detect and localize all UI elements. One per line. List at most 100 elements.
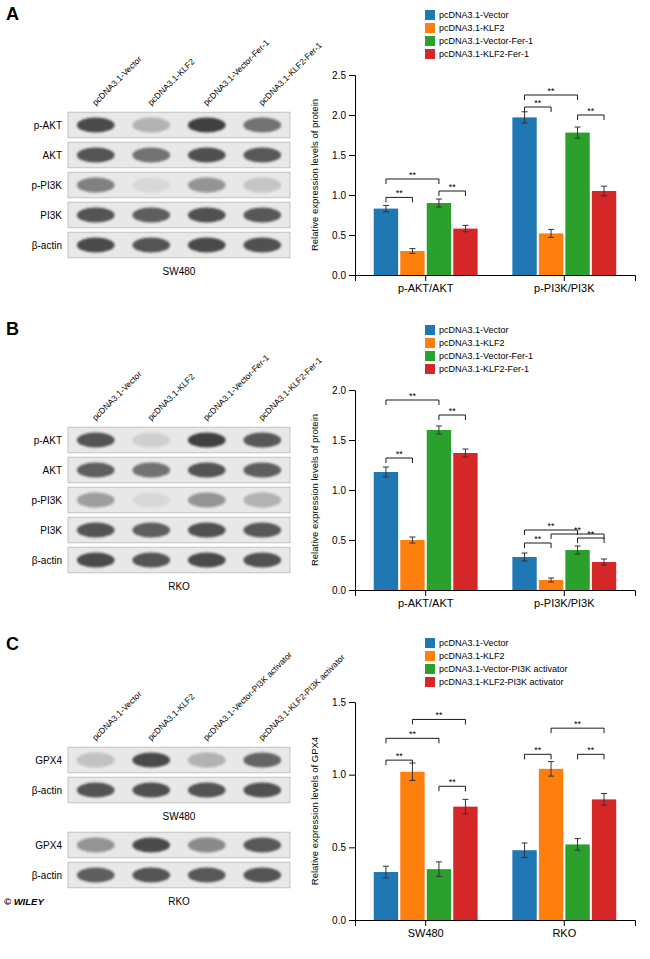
legend-swatch <box>425 10 435 20</box>
significance-label: ** <box>534 98 542 108</box>
y-axis-title: Relative expression levels of protein <box>309 99 320 251</box>
bar <box>565 550 589 590</box>
band <box>77 523 115 538</box>
y-tick-mark <box>349 590 355 591</box>
x-tick: p-AKT/AKT <box>398 590 454 609</box>
x-tick-mark <box>425 920 426 926</box>
legend-swatch <box>425 49 435 59</box>
significance-label: ** <box>548 521 556 531</box>
y-axis: 0.00.51.01.52.0 <box>332 385 355 596</box>
legend-entry: pcDNA3.1-Vector-Fer-1 <box>425 351 533 361</box>
band <box>243 118 281 133</box>
band <box>77 238 115 253</box>
significance-label: ** <box>396 449 404 459</box>
y-tick-mark <box>349 75 355 76</box>
band <box>243 463 281 478</box>
row-label: p-PI3K <box>31 495 62 506</box>
band <box>243 148 281 163</box>
error-bar <box>548 229 554 237</box>
plot-area <box>374 112 616 275</box>
credit: © WILEY <box>4 896 45 907</box>
error-bar <box>462 799 468 814</box>
significance-label: ** <box>548 86 556 96</box>
x-tick-label: p-PI3K/PI3K <box>534 597 595 609</box>
legend-swatch <box>425 325 435 335</box>
blot-row <box>68 202 290 228</box>
x-tick-label: p-AKT/AKT <box>398 597 454 609</box>
bar <box>453 453 477 590</box>
error-bar <box>548 578 554 582</box>
band <box>188 553 226 568</box>
y-tick-label: 2.5 <box>332 70 346 81</box>
significance-label: ** <box>587 106 595 116</box>
y-tick: 0.5 <box>332 535 355 546</box>
x-tick-mark <box>425 590 426 596</box>
blot-row <box>68 547 290 573</box>
error-bar <box>522 553 528 561</box>
blot-row <box>68 517 290 543</box>
y-axis-title: Relative expression levels of protein <box>309 414 320 566</box>
blot-row <box>68 112 290 138</box>
row-label: p-AKT <box>34 120 62 131</box>
legend-entry: pcDNA3.1-KLF2-Fer-1 <box>425 49 529 59</box>
y-tick-label: 0.0 <box>332 915 346 926</box>
error-bar <box>575 839 581 851</box>
blot-panel: BpcDNA3.1-VectorpcDNA3.1-KLF2pcDNA3.1-Ve… <box>6 319 324 592</box>
y-tick-mark <box>349 440 355 441</box>
y-tick-label: 0.5 <box>332 230 346 241</box>
band <box>188 178 226 193</box>
lane-label: pcDNA3.1-Vector-PI3K activator <box>201 649 294 742</box>
band <box>243 753 281 768</box>
row-label: GPX4 <box>35 840 62 851</box>
lane-label: pcDNA3.1-KLF2-Fer-1 <box>257 355 324 422</box>
bar <box>539 233 563 275</box>
band <box>77 783 115 798</box>
bar-panel: 0.00.51.01.5SW480RKORelative expression … <box>309 638 636 939</box>
y-tick-mark <box>349 275 355 276</box>
legend: pcDNA3.1-VectorpcDNA3.1-KLF2pcDNA3.1-Vec… <box>425 638 568 687</box>
x-tick-label: RKO <box>552 927 576 939</box>
row-label: p-PI3K <box>31 180 62 191</box>
y-tick-mark <box>349 920 355 921</box>
legend-swatch <box>425 338 435 348</box>
x-tick-label: p-AKT/AKT <box>398 282 454 294</box>
legend-label: pcDNA3.1-Vector <box>439 638 509 648</box>
y-tick-label: 0.5 <box>332 842 346 853</box>
band <box>243 493 281 508</box>
y-tick-label: 2.0 <box>332 110 346 121</box>
lane-label: pcDNA3.1-Vector <box>90 689 144 743</box>
bar <box>374 472 398 590</box>
x-tick: SW480 <box>408 920 444 939</box>
y-axis-line <box>349 703 356 921</box>
legend: pcDNA3.1-VectorpcDNA3.1-KLF2pcDNA3.1-Vec… <box>425 10 533 59</box>
y-tick: 1.0 <box>332 485 355 496</box>
bar <box>592 799 616 920</box>
blot-row <box>68 862 290 888</box>
error-bar <box>462 225 468 231</box>
band <box>77 433 115 448</box>
significance-label: ** <box>449 182 457 192</box>
cell-line-label: SW480 <box>163 811 196 822</box>
x-tick-label: SW480 <box>408 927 444 939</box>
lane-label: pcDNA3.1-KLF2 <box>146 56 197 107</box>
significance-label: ** <box>534 534 542 544</box>
error-bar <box>436 199 442 207</box>
lane-label: pcDNA3.1-Vector <box>90 54 144 108</box>
band <box>243 178 281 193</box>
panel-letter: A <box>6 4 19 24</box>
x-tick-mark <box>564 275 565 281</box>
band <box>132 838 170 853</box>
band <box>132 783 170 798</box>
row-label: PI3K <box>40 210 62 221</box>
x-tick-label: p-PI3K/PI3K <box>534 282 595 294</box>
bar <box>592 562 616 590</box>
legend-label: pcDNA3.1-Vector-Fer-1 <box>439 36 533 46</box>
band <box>188 433 226 448</box>
error-bar <box>409 763 415 780</box>
bars <box>374 426 616 590</box>
bar <box>512 850 536 920</box>
band <box>132 118 170 133</box>
x-axis-line <box>356 591 636 597</box>
legend-entry: pcDNA3.1-Vector <box>425 10 509 20</box>
band <box>132 868 170 883</box>
